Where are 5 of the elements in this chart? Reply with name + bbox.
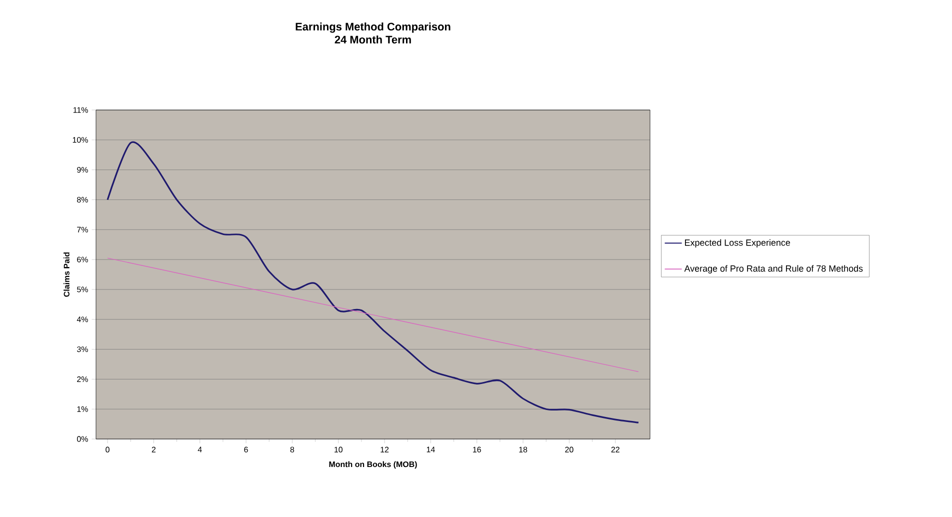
line-series <box>106 141 640 424</box>
chart-title: Earnings Method Comparison <box>296 22 450 33</box>
legend-label: Expected Loss Experience <box>685 239 790 248</box>
chart-subtitle: 24 Month Term <box>334 35 411 44</box>
legend-label: Average of Pro Rata and Rule of 78 Methods <box>684 265 863 274</box>
